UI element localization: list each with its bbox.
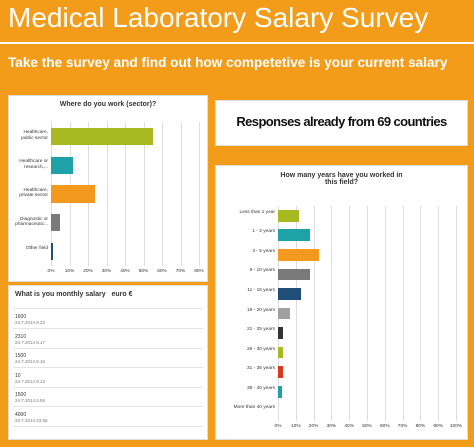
y-tick-label: 21 - 25 years [247, 327, 275, 333]
row-divider [13, 328, 203, 329]
response-date: 24.7.2014 8.22 [15, 320, 46, 325]
salary-value: 10 [15, 372, 21, 379]
x-tick-label: 20% [308, 424, 319, 429]
grid-line [180, 122, 182, 266]
y-tick-label: Healthcare, public sector [21, 130, 48, 141]
x-tick-label: 50% [362, 424, 372, 429]
grid-line [420, 206, 422, 421]
bar [278, 288, 302, 300]
x-tick-label: 70% [397, 424, 408, 429]
x-tick-label: 10% [290, 424, 301, 429]
chart-title: How many years have you worked in this f… [280, 172, 403, 186]
bar [278, 268, 311, 281]
bar [51, 127, 153, 146]
y-tick-label: 1 - 2 years [252, 229, 275, 235]
y-tick-label: More than 40 years [233, 405, 275, 411]
response-date: 24.7.2014 6.58 [15, 398, 46, 403]
x-tick-label: 80% [194, 269, 204, 274]
bar [278, 209, 300, 222]
chart-title: Where do you work (sector)? [59, 101, 157, 108]
bar [278, 327, 284, 339]
divider [0, 42, 474, 44]
row-divider [13, 308, 203, 309]
x-tick-label: 100% [449, 424, 463, 429]
bar [278, 366, 284, 378]
bar [278, 346, 284, 359]
row-divider [13, 425, 203, 427]
banner-text: Responses already from 69 countries [236, 114, 447, 129]
response-date: 24.7.2014 8.16 [15, 359, 46, 364]
grid-line [402, 206, 404, 421]
x-tick-label: 80% [415, 424, 426, 429]
x-tick-label: 10% [64, 269, 75, 274]
y-tick-label: 26 - 30 years [247, 346, 275, 352]
x-tick-label: 60% [379, 424, 390, 429]
grid-line [384, 206, 386, 421]
salary-value: 4000 [15, 411, 27, 418]
y-tick-label: 3 - 5 years [252, 248, 275, 254]
grid-line [162, 122, 163, 266]
grid-line [331, 206, 333, 421]
response-date: 24.7.2014 8.17 [15, 339, 46, 345]
grid-line [438, 206, 440, 421]
x-tick-label: 0% [274, 424, 282, 429]
y-tick-label: Diagnostic or pharmaceutic... [15, 216, 48, 228]
title: Medical Laboratory Salary Survey [8, 2, 429, 33]
banner: Responses already from 69 countries [215, 100, 468, 146]
y-tick-label: Healthcare or research,... [19, 159, 48, 170]
salary-value: 2310 [15, 333, 27, 340]
x-tick-label: 30% [101, 269, 112, 274]
grid-line [106, 122, 108, 266]
x-tick-label: 90% [433, 424, 443, 429]
y-tick-label: Other field [25, 245, 48, 251]
y-tick-label: Less than 1 year [239, 209, 275, 215]
grid-line [313, 206, 315, 421]
table-title: What is you monthly salary euro € [15, 291, 133, 298]
x-tick-label: 20% [83, 269, 93, 274]
y-tick-label: 36 - 40 years [247, 385, 275, 391]
bar [278, 385, 282, 398]
grid-line [349, 206, 351, 421]
row-divider [13, 367, 203, 368]
x-tick-label: 30% [326, 424, 337, 429]
grid-line [199, 122, 200, 266]
salary-value: 1500 [15, 392, 27, 398]
subtitle: Take the survey and find out how compete… [8, 55, 448, 70]
table-panel: What is you monthly salary euro €1600 24.… [8, 285, 208, 440]
grid-line [456, 206, 457, 421]
y-tick-label: Healthcare, private sector [19, 188, 48, 199]
x-tick-label: 0% [47, 269, 55, 274]
salary-value: 1500 [15, 353, 27, 359]
y-tick-label: 6 - 10 years [249, 268, 275, 274]
response-date: 24.7.2014 8.13 [15, 378, 46, 384]
y-tick-label: 11 - 15 years [247, 287, 275, 293]
x-tick-label: 70% [175, 269, 186, 274]
x-tick-label: 40% [120, 269, 130, 274]
x-tick-label: 50% [138, 269, 149, 274]
y-tick-label: 31 - 35 years [247, 366, 275, 372]
grid-line [143, 122, 145, 266]
bar [51, 185, 96, 203]
row-divider [13, 406, 203, 407]
bar [51, 156, 74, 174]
grid-line [367, 206, 368, 421]
chart-panel: How many years have you worked in this f… [215, 165, 468, 440]
bar [51, 242, 53, 261]
grid-line [125, 122, 126, 266]
row-divider [13, 347, 203, 349]
x-tick-label: 60% [157, 269, 167, 274]
y-tick-label: 16 - 20 years [247, 307, 275, 313]
bar [278, 249, 319, 261]
bar [51, 214, 61, 232]
grid-line [295, 206, 297, 421]
bar [278, 307, 291, 320]
bar [278, 229, 311, 242]
salary-value: 1600 [15, 314, 27, 320]
row-divider [13, 386, 203, 388]
chart-panel: Where do you work (sector)? 0% 10% 20% 30% 40… [8, 95, 208, 282]
x-tick-label: 40% [344, 424, 354, 429]
response-date: 23.7.2014 23.58 [15, 417, 48, 423]
